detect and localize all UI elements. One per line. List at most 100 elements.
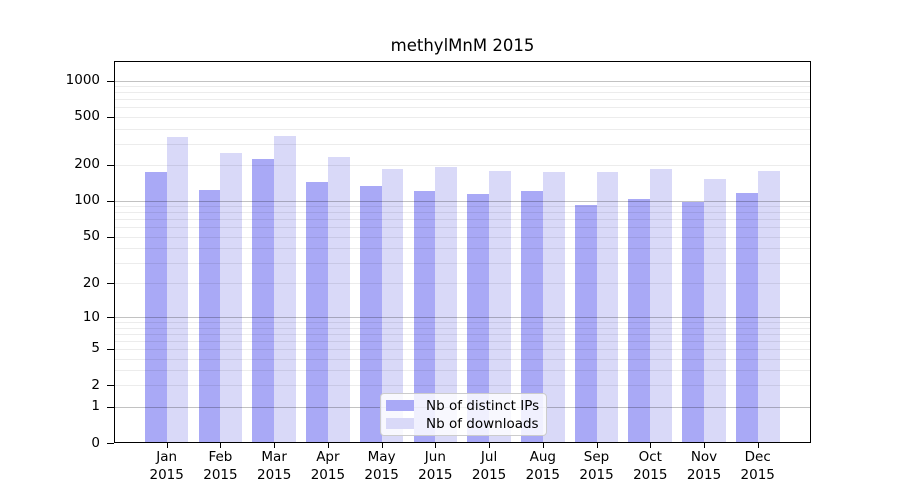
x-tick-year: 2015	[525, 466, 560, 483]
legend-item-distinct-ips: Nb of distinct IPs	[386, 397, 540, 415]
grid-line-minor	[114, 283, 811, 285]
y-tick-mark	[107, 164, 114, 166]
y-tick-mark	[107, 80, 114, 82]
grid-line-minor	[114, 248, 811, 250]
bar	[435, 167, 458, 443]
x-tick-month: Mar	[261, 449, 287, 465]
x-tick-label: May 2015	[364, 449, 398, 484]
grid-line-minor	[114, 340, 811, 342]
bar	[306, 181, 328, 443]
y-tick-label: 100	[74, 192, 100, 209]
x-tick-month: Oct	[638, 449, 662, 465]
bar	[650, 169, 673, 443]
bar	[596, 172, 619, 443]
x-tick-year: 2015	[471, 466, 507, 483]
x-tick-mark	[274, 443, 276, 448]
x-tick-mark	[704, 443, 705, 448]
bar	[413, 191, 436, 443]
x-tick-month: Dec	[744, 449, 771, 465]
grid-line-minor	[114, 164, 811, 166]
x-tick-mark	[166, 443, 168, 448]
grid-line-minor	[114, 262, 811, 264]
y-tick-label: 10	[82, 308, 100, 325]
bar	[220, 153, 243, 443]
x-tick-month: Apr	[316, 449, 340, 465]
x-tick-label: Jan 2015	[150, 449, 184, 484]
grid-line-minor	[114, 385, 811, 387]
x-tick-label: Feb 2015	[203, 449, 237, 484]
grid-line-minor	[114, 116, 811, 118]
bar	[489, 171, 511, 443]
legend-swatch-downloads-icon	[386, 418, 414, 429]
grid-line-minor	[114, 370, 811, 372]
x-tick-month: Jul	[480, 449, 498, 465]
bar	[735, 193, 758, 443]
legend: Nb of distinct IPs Nb of downloads	[380, 393, 547, 436]
bar	[757, 170, 780, 443]
grid-line-minor	[114, 92, 811, 94]
x-tick-mark	[650, 443, 652, 448]
x-tick-year: 2015	[310, 466, 346, 483]
bar	[166, 137, 189, 443]
x-tick-label: Mar 2015	[257, 449, 291, 484]
x-tick-label: Jun 2015	[418, 449, 452, 484]
x-tick-mark	[542, 443, 544, 448]
y-tick-mark	[107, 283, 114, 285]
x-tick-year: 2015	[633, 466, 668, 483]
x-tick-mark	[220, 443, 222, 448]
x-tick-label: Dec 2015	[741, 449, 775, 484]
y-tick-label: 500	[74, 108, 100, 125]
x-tick-year: 2015	[740, 466, 775, 483]
grid-line-minor	[114, 348, 811, 350]
x-tick-label: Apr 2015	[311, 449, 345, 484]
bar	[198, 189, 221, 443]
grid-line-minor	[114, 143, 811, 145]
grid-line-minor	[114, 86, 811, 88]
grid-line-minor	[114, 227, 811, 229]
x-tick-year: 2015	[579, 466, 614, 483]
x-tick-year: 2015	[418, 466, 453, 483]
legend-swatch-distinct-ips-icon	[386, 400, 414, 411]
legend-label: Nb of downloads	[426, 415, 539, 432]
legend-label: Nb of distinct IPs	[426, 397, 540, 414]
x-tick-mark	[435, 443, 437, 448]
legend-item-downloads: Nb of downloads	[386, 415, 540, 433]
x-tick-mark	[327, 443, 329, 448]
grid-line-minor	[114, 128, 811, 130]
grid-line-major	[114, 317, 811, 319]
grid-line-major	[114, 200, 811, 202]
x-tick-mark	[381, 443, 383, 448]
bar	[274, 135, 296, 443]
x-tick-label: Jul 2015	[472, 449, 506, 484]
bar	[144, 171, 167, 443]
grid-line-major	[114, 80, 811, 82]
grid-line-minor	[114, 358, 811, 360]
y-tick-label: 0	[91, 434, 100, 451]
y-tick-label: 50	[82, 228, 100, 245]
x-tick-month: Jun	[424, 449, 446, 465]
y-tick-label: 5	[91, 340, 100, 357]
bar	[574, 205, 597, 443]
x-tick-mark	[757, 443, 759, 448]
y-tick-label: 20	[82, 274, 100, 291]
bar	[467, 193, 490, 443]
y-tick-mark	[107, 317, 114, 319]
grid-line-minor	[114, 236, 811, 238]
x-tick-year: 2015	[686, 466, 722, 483]
bar	[521, 190, 543, 443]
chart-title: methylMnM 2015	[390, 36, 535, 55]
y-tick-mark	[107, 385, 114, 387]
bar	[542, 172, 565, 443]
x-tick-label: Oct 2015	[633, 449, 667, 484]
bar	[252, 158, 275, 443]
grid-line-minor	[114, 206, 811, 208]
x-tick-label: Sep 2015	[579, 449, 613, 484]
bar	[682, 201, 704, 443]
y-tick-label: 200	[74, 156, 100, 173]
x-tick-month: Sep	[583, 449, 610, 465]
grid-line-minor	[114, 219, 811, 221]
grid-line-minor	[114, 107, 811, 109]
bar	[381, 168, 404, 443]
y-tick-mark	[107, 348, 114, 350]
